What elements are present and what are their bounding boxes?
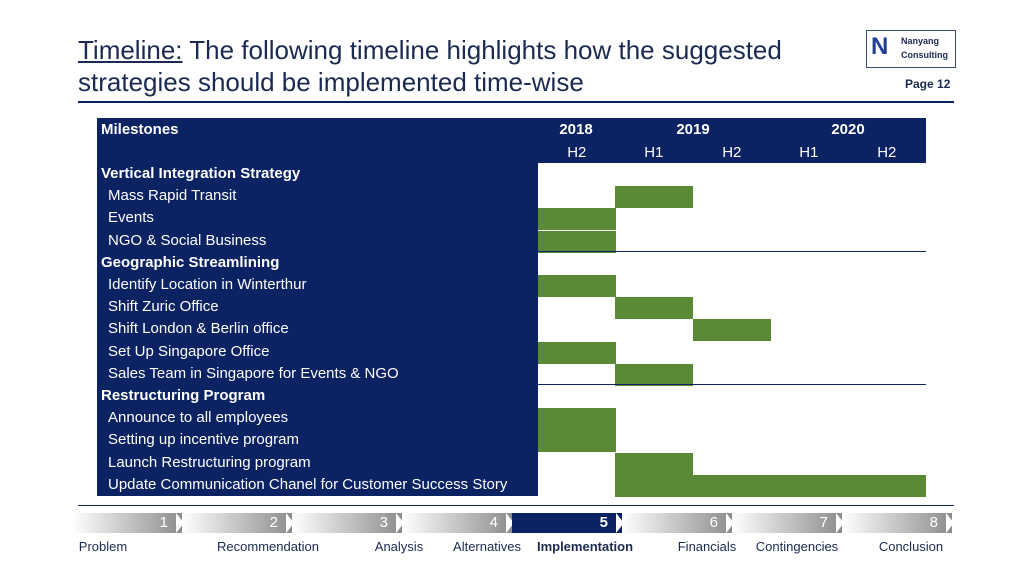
half-header: H2 [567,144,587,161]
half-header: H1 [644,144,664,161]
logo-line2: Consulting [901,50,948,60]
milestone-label: NGO & Social Business [108,231,267,249]
half-header: H2 [877,144,897,161]
group-separator [97,384,926,385]
group-label: Geographic Streamlining [101,253,280,271]
nav-label-2[interactable]: Recommendation [217,539,319,554]
chevron-right-icon [176,513,184,533]
title-text: The following timeline highlights how th… [78,35,782,97]
nav-step-4[interactable]: 4 [402,513,514,533]
year-header: 2019 [676,121,710,138]
nav-step-5[interactable]: 5 [512,513,624,533]
milestone-label: Shift London & Berlin office [108,320,289,338]
group-label: Restructuring Program [101,387,266,404]
group-label: Vertical Integration Strategy [101,165,301,182]
milestone-label: Set Up Singapore Office [108,342,270,360]
timeline-bar [615,363,693,386]
nav-label-6[interactable]: Financials [677,539,737,554]
chevron-right-icon [726,513,734,533]
nav-step-8[interactable]: 8 [842,513,954,533]
year-header: 2020 [831,121,865,138]
title-lead: Timeline: [78,35,183,65]
milestones-panel [97,118,538,496]
timeline-bar [538,341,616,364]
chevron-right-icon [396,513,404,533]
chevron-right-icon [946,513,954,533]
nav-step-7[interactable]: 7 [732,513,844,533]
timeline-bar [693,319,771,342]
timeline-bar [615,452,693,475]
timeline-bar [538,208,616,231]
nav-step-1[interactable]: 1 [72,513,184,533]
nav-label-3[interactable]: Analysis [374,539,424,554]
nav-label-5[interactable]: Implementation [536,539,634,554]
chevron-right-icon [836,513,844,533]
timeline-bar [615,474,926,497]
page-number: Page 12 [905,77,951,91]
nav-step-6[interactable]: 6 [622,513,734,533]
header-divider [78,101,954,103]
nav-label-8[interactable]: Conclusion [878,539,944,554]
nav-step-2[interactable]: 2 [182,513,294,533]
milestone-label: Launch Restructuring program [108,453,311,471]
timeline-bar [538,430,616,453]
milestone-label: Events [108,209,154,227]
company-logo: N Nanyang Consulting [866,30,956,68]
footer-divider [78,505,954,506]
timeline-bar [538,230,616,253]
half-header: H1 [799,144,819,161]
nav-step-3[interactable]: 3 [292,513,404,533]
chevron-right-icon [616,513,624,533]
half-header: H2 [722,144,742,161]
nav-label-1[interactable]: Problem [78,539,128,554]
timeline-bar [615,186,693,209]
milestone-label: Sales Team in Singapore for Events & NGO [108,364,399,382]
group-separator [97,250,926,252]
milestone-label: Update Communication Chanel for Customer… [108,475,508,493]
milestone-label: Shift Zuric Office [108,298,219,316]
timeline-bar [538,275,616,297]
chevron-right-icon [506,513,514,533]
page-title: Timeline: The following timeline highlig… [78,34,838,98]
milestone-label: Announce to all employees [108,409,289,427]
timeline-bar [538,408,616,431]
timeline-bar [615,297,693,320]
chevron-right-icon [286,513,294,533]
nav-label-4[interactable]: Alternatives [453,539,521,554]
logo-letter: N [871,33,889,60]
milestone-label: Identify Location in Winterthur [108,276,307,293]
milestone-label: Mass Rapid Transit [108,187,237,205]
timeline-header [538,118,926,163]
milestone-label: Setting up incentive program [108,431,299,449]
nav-label-7[interactable]: Contingencies [755,539,839,554]
milestones-header: Milestones [101,121,179,138]
year-header: 2018 [559,121,593,138]
logo-line1: Nanyang [901,36,940,46]
